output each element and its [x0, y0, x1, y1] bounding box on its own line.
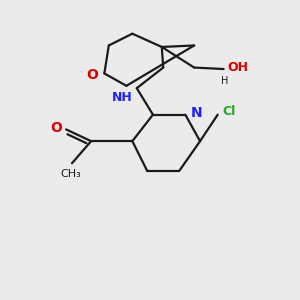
- Text: O: O: [86, 68, 98, 82]
- Text: OH: OH: [227, 61, 248, 74]
- Text: H: H: [221, 76, 229, 85]
- Text: CH₃: CH₃: [60, 169, 81, 179]
- Text: NH: NH: [112, 91, 132, 104]
- Text: O: O: [50, 121, 62, 135]
- Text: Cl: Cl: [222, 105, 236, 118]
- Text: N: N: [190, 106, 202, 120]
